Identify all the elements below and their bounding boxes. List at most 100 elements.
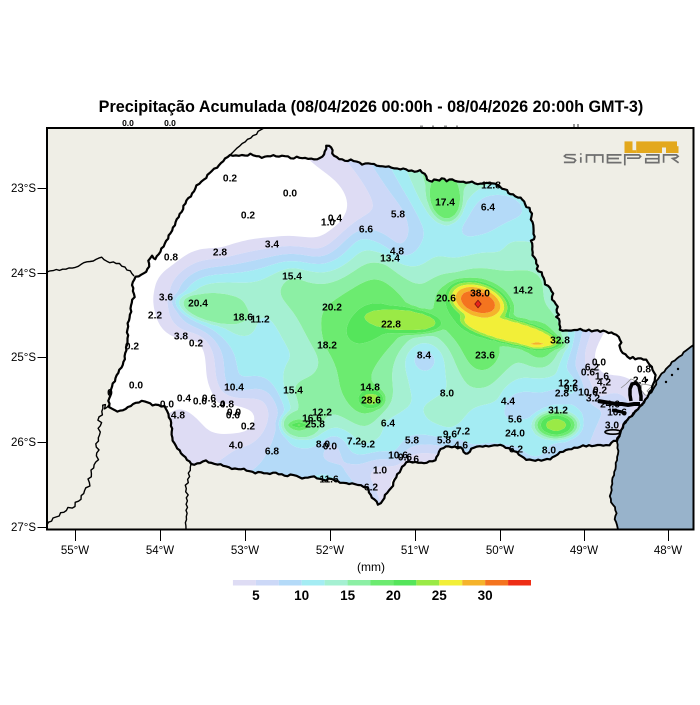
svg-text:3.8: 3.8 bbox=[174, 332, 188, 343]
svg-text:15.4: 15.4 bbox=[283, 386, 303, 397]
svg-text:6.2: 6.2 bbox=[585, 363, 599, 374]
svg-text:4.0: 4.0 bbox=[229, 441, 243, 452]
svg-text:0.6: 0.6 bbox=[581, 368, 595, 379]
svg-text:6.4: 6.4 bbox=[381, 419, 395, 430]
svg-text:18.6: 18.6 bbox=[233, 313, 253, 324]
svg-text:12.2: 12.2 bbox=[312, 408, 332, 419]
svg-text:7.2: 7.2 bbox=[456, 427, 470, 438]
svg-text:20: 20 bbox=[386, 588, 401, 603]
svg-text:20.6: 20.6 bbox=[436, 294, 456, 305]
svg-text:24.0: 24.0 bbox=[505, 429, 525, 440]
svg-text:51°W: 51°W bbox=[401, 545, 429, 557]
svg-text:14.2: 14.2 bbox=[513, 286, 533, 297]
svg-text:1.6: 1.6 bbox=[405, 455, 419, 466]
svg-text:0.8: 0.8 bbox=[637, 365, 651, 376]
svg-text:48°W: 48°W bbox=[654, 545, 682, 557]
svg-text:25.8: 25.8 bbox=[305, 420, 325, 431]
svg-text:38.0: 38.0 bbox=[470, 289, 490, 300]
svg-text:5.8: 5.8 bbox=[391, 210, 405, 221]
svg-text:32.8: 32.8 bbox=[550, 336, 570, 347]
svg-text:27°S: 27°S bbox=[11, 522, 36, 534]
svg-text:0.2: 0.2 bbox=[189, 339, 203, 350]
svg-text:22.8: 22.8 bbox=[381, 320, 401, 331]
svg-text:5.6: 5.6 bbox=[508, 415, 522, 426]
svg-text:11.2: 11.2 bbox=[250, 315, 270, 326]
svg-text:6.6: 6.6 bbox=[359, 225, 373, 236]
svg-text:9.2: 9.2 bbox=[361, 440, 375, 451]
svg-text:5: 5 bbox=[252, 588, 260, 603]
svg-text:0.2: 0.2 bbox=[223, 174, 237, 185]
svg-text:1.0: 1.0 bbox=[373, 466, 387, 477]
svg-text:8.0: 8.0 bbox=[542, 446, 556, 457]
svg-text:24°S: 24°S bbox=[11, 268, 36, 280]
svg-text:2.8: 2.8 bbox=[213, 248, 227, 259]
svg-text:0.2: 0.2 bbox=[241, 422, 255, 433]
svg-text:9.6: 9.6 bbox=[564, 384, 578, 395]
svg-text:(mm): (mm) bbox=[357, 560, 385, 574]
svg-text:0.0: 0.0 bbox=[164, 118, 176, 128]
svg-text:0.8: 0.8 bbox=[164, 253, 178, 264]
svg-text:3.0: 3.0 bbox=[605, 421, 619, 432]
svg-text:5.8: 5.8 bbox=[437, 436, 451, 447]
svg-text:0.2: 0.2 bbox=[125, 342, 139, 353]
svg-text:15: 15 bbox=[340, 588, 356, 603]
svg-text:0: 0 bbox=[107, 388, 113, 399]
svg-text:5.8: 5.8 bbox=[405, 436, 419, 447]
svg-text:13.4: 13.4 bbox=[380, 254, 400, 265]
svg-text:4.2: 4.2 bbox=[597, 378, 611, 389]
svg-text:0.0: 0.0 bbox=[129, 381, 143, 392]
svg-text:0.8: 0.8 bbox=[220, 400, 234, 411]
svg-text:10.6: 10.6 bbox=[388, 451, 408, 462]
svg-text:6.4: 6.4 bbox=[481, 203, 495, 214]
svg-text:6.2: 6.2 bbox=[364, 483, 378, 494]
svg-text:49°W: 49°W bbox=[570, 545, 598, 557]
svg-text:6.8: 6.8 bbox=[265, 447, 279, 458]
svg-text:0.0: 0.0 bbox=[592, 358, 606, 369]
svg-text:16.6: 16.6 bbox=[302, 414, 322, 425]
svg-text:2.8: 2.8 bbox=[555, 389, 569, 400]
svg-text:18.2: 18.2 bbox=[317, 341, 337, 352]
svg-text:6.2: 6.2 bbox=[509, 445, 523, 456]
svg-text:23°S: 23°S bbox=[11, 183, 36, 195]
svg-text:17.4: 17.4 bbox=[435, 198, 455, 209]
svg-text:12.2: 12.2 bbox=[558, 379, 578, 390]
svg-text:0.2: 0.2 bbox=[593, 386, 607, 397]
svg-text:9.6: 9.6 bbox=[443, 430, 457, 441]
svg-text:4.8: 4.8 bbox=[171, 411, 185, 422]
svg-text:0.6: 0.6 bbox=[202, 394, 216, 405]
svg-text:8.0: 8.0 bbox=[440, 389, 454, 400]
svg-text:54°W: 54°W bbox=[146, 545, 174, 557]
svg-text:14.8: 14.8 bbox=[360, 383, 380, 394]
svg-text:23.6: 23.6 bbox=[475, 351, 495, 362]
svg-text:4.8: 4.8 bbox=[390, 247, 404, 258]
svg-text:0.0: 0.0 bbox=[193, 397, 207, 408]
svg-text:1.6: 1.6 bbox=[595, 372, 609, 383]
svg-text:4.6: 4.6 bbox=[454, 441, 468, 452]
svg-text:20.4: 20.4 bbox=[188, 299, 208, 310]
svg-text:0.0: 0.0 bbox=[323, 442, 337, 453]
svg-text:0.0: 0.0 bbox=[226, 411, 240, 422]
svg-text:0.0: 0.0 bbox=[160, 400, 174, 411]
svg-text:7.2: 7.2 bbox=[347, 437, 361, 448]
svg-text:8.0: 8.0 bbox=[316, 440, 330, 451]
svg-text:3.4: 3.4 bbox=[211, 400, 225, 411]
svg-text:25°S: 25°S bbox=[11, 352, 36, 364]
svg-text:12.8: 12.8 bbox=[481, 181, 501, 192]
svg-text:28.6: 28.6 bbox=[361, 396, 381, 407]
svg-text:52°W: 52°W bbox=[316, 545, 344, 557]
svg-text:0.4: 0.4 bbox=[328, 214, 342, 225]
svg-text:30: 30 bbox=[478, 588, 493, 603]
svg-text:25: 25 bbox=[432, 588, 448, 603]
svg-text:8.4: 8.4 bbox=[417, 351, 431, 362]
svg-text:11.6: 11.6 bbox=[319, 475, 339, 486]
svg-text:1.0: 1.0 bbox=[321, 218, 335, 229]
svg-text:3.6: 3.6 bbox=[159, 293, 173, 304]
svg-text:0.0: 0.0 bbox=[283, 189, 297, 200]
svg-text:55°W: 55°W bbox=[61, 545, 89, 557]
svg-text:2.2: 2.2 bbox=[148, 311, 162, 322]
svg-text:3.2: 3.2 bbox=[586, 394, 600, 405]
svg-text:Precipitação Acumulada (08/04/: Precipitação Acumulada (08/04/2026 00:00… bbox=[99, 98, 644, 116]
svg-text:10.4: 10.4 bbox=[224, 383, 244, 394]
svg-text:0.0: 0.0 bbox=[227, 408, 241, 419]
svg-text:24.6: 24.6 bbox=[600, 400, 620, 411]
